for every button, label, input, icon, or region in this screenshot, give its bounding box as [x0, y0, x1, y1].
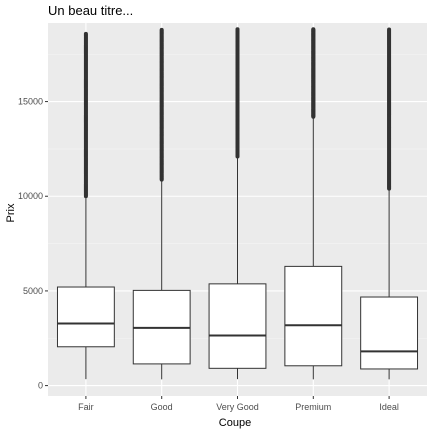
y-tick-label: 10000 — [18, 191, 43, 201]
x-tick-label: Good — [151, 402, 173, 412]
box — [360, 296, 419, 370]
outlier-point — [235, 27, 240, 32]
x-tick-label: Very Good — [216, 402, 259, 412]
x-axis: Fair Good Very Good Premium Ideal — [78, 396, 399, 412]
box — [284, 265, 343, 367]
y-tick-label: 5000 — [23, 286, 43, 296]
box — [208, 283, 267, 369]
y-axis-title: Prix — [5, 203, 17, 222]
chart-title: Un beau titre... — [48, 3, 133, 18]
outlier-point — [387, 27, 392, 32]
boxes — [56, 27, 419, 380]
box-group-fair — [56, 31, 115, 380]
x-axis-title: Coupe — [219, 417, 251, 429]
outlier-point — [159, 27, 164, 32]
y-tick-label: 15000 — [18, 97, 43, 107]
y-axis: 0 5000 10000 15000 — [18, 97, 48, 391]
box — [56, 286, 115, 348]
x-tick-label: Fair — [78, 402, 94, 412]
box-group-very-good — [208, 27, 267, 380]
box-group-premium — [284, 27, 343, 380]
y-tick-label: 0 — [38, 381, 43, 391]
x-tick-label: Premium — [295, 402, 331, 412]
outlier-point — [83, 31, 88, 36]
box-group-ideal — [360, 27, 419, 380]
outlier-point — [311, 27, 316, 32]
box-group-good — [132, 27, 191, 380]
x-tick-label: Ideal — [379, 402, 399, 412]
